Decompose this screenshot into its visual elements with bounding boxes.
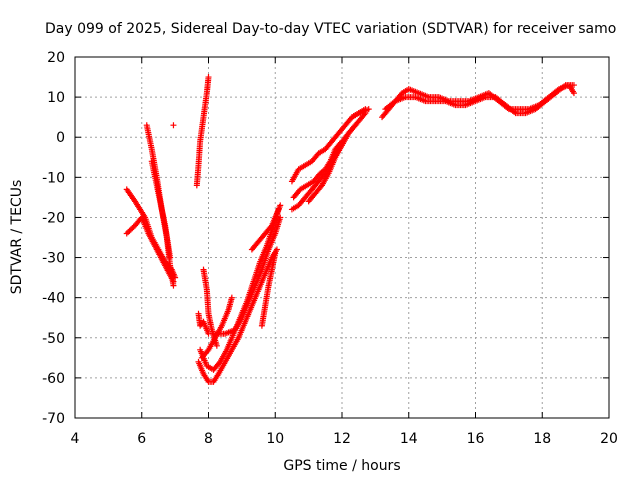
- data-point: [216, 360, 223, 367]
- data-point: [277, 202, 284, 209]
- data-point: [213, 342, 220, 349]
- y-tick-label: -10: [42, 170, 65, 186]
- y-tick-label: -70: [42, 411, 65, 427]
- data-point: [170, 122, 177, 129]
- y-tick-label: -60: [42, 371, 65, 387]
- data-points: [123, 74, 577, 385]
- x-tick-label: 10: [266, 431, 284, 447]
- x-tick-label: 6: [137, 431, 146, 447]
- data-point: [352, 122, 359, 129]
- x-tick-label: 20: [600, 431, 618, 447]
- grid-lines: [75, 57, 609, 418]
- data-point: [129, 225, 136, 232]
- data-point: [123, 230, 130, 237]
- y-tick-label: 20: [47, 50, 65, 66]
- tick-labels: 4 6 8 10 12 14 16 18 20 -70 -60 -50 -40 -30 -20 -10 0 10 2…: [42, 50, 618, 447]
- y-tick-label: -30: [42, 251, 65, 267]
- y-tick-label: 0: [56, 130, 65, 146]
- chart-title: Day 099 of 2025, Sidereal Day-to-day VTE…: [45, 21, 616, 37]
- data-point: [127, 226, 134, 233]
- data-point: [365, 106, 372, 113]
- data-point: [570, 82, 577, 89]
- y-axis-label: SDTVAR / TECUs: [9, 180, 25, 295]
- x-tick-label: 4: [71, 431, 80, 447]
- y-tick-label: -20: [42, 210, 65, 226]
- x-tick-label: 14: [400, 431, 418, 447]
- y-tick-label: 10: [47, 90, 65, 106]
- data-point: [167, 254, 174, 261]
- data-point: [317, 183, 324, 190]
- data-point: [351, 123, 358, 130]
- data-point: [125, 229, 132, 236]
- data-point: [204, 348, 211, 355]
- data-point: [126, 227, 133, 234]
- data-point: [205, 74, 212, 81]
- data-point: [570, 90, 577, 97]
- data-point: [272, 250, 279, 257]
- data-point: [170, 282, 177, 289]
- data-point: [228, 294, 235, 301]
- y-tick-label: -50: [42, 331, 65, 347]
- x-axis-label: GPS time / hours: [283, 458, 400, 474]
- x-tick-label: 18: [533, 431, 551, 447]
- data-point: [267, 223, 274, 230]
- x-tick-label: 12: [333, 431, 351, 447]
- x-tick-label: 16: [467, 431, 485, 447]
- y-tick-label: -40: [42, 291, 65, 307]
- data-point: [273, 246, 280, 253]
- x-tick-label: 8: [204, 431, 213, 447]
